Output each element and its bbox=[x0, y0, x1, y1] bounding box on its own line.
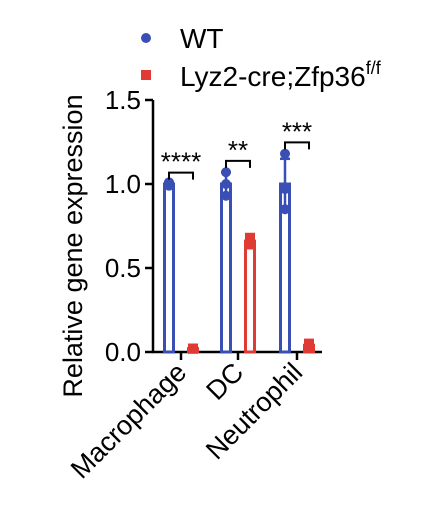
legend: WT Lyz2-cre;Zfp36f/f bbox=[141, 23, 382, 92]
significance-bracket bbox=[168, 171, 194, 180]
data-point bbox=[221, 167, 231, 178]
x-tick-label: DC bbox=[200, 357, 249, 406]
y-tick-label: 1.0 bbox=[105, 169, 141, 199]
bar bbox=[163, 182, 175, 354]
significance-bracket bbox=[284, 141, 310, 150]
significance-annotations: **** ***** bbox=[161, 116, 312, 180]
significance-label: ** bbox=[228, 135, 248, 165]
data-point bbox=[304, 340, 314, 351]
data-point bbox=[221, 190, 231, 201]
bar bbox=[244, 239, 256, 354]
significance-bracket bbox=[225, 159, 251, 168]
data-point bbox=[188, 343, 198, 354]
bars bbox=[163, 148, 315, 354]
data-point bbox=[280, 184, 290, 195]
legend-label-ko: Lyz2-cre;Zfp36f/f bbox=[180, 58, 382, 92]
legend-label-ko-sup: f/f bbox=[366, 58, 382, 78]
y-tick-label: 0.0 bbox=[105, 337, 141, 367]
y-tick-label: 0.5 bbox=[105, 253, 141, 283]
data-point bbox=[164, 179, 174, 189]
data-point bbox=[221, 179, 231, 189]
y-ticks: 0.0 0.5 1.0 1.5 bbox=[105, 85, 153, 367]
bar bbox=[220, 182, 232, 354]
data-point bbox=[280, 204, 290, 215]
significance-label: *** bbox=[282, 116, 312, 146]
y-axis-title: Relative gene expression bbox=[58, 94, 88, 397]
data-point bbox=[245, 236, 255, 247]
legend-label-ko-main: Lyz2-cre;Zfp36 bbox=[180, 61, 366, 92]
significance-label: **** bbox=[161, 147, 201, 177]
data-point bbox=[280, 148, 290, 159]
y-tick-label: 1.5 bbox=[105, 85, 141, 115]
legend-marker-ko bbox=[141, 70, 151, 80]
legend-marker-wt bbox=[141, 33, 151, 43]
legend-label-wt: WT bbox=[180, 23, 224, 54]
